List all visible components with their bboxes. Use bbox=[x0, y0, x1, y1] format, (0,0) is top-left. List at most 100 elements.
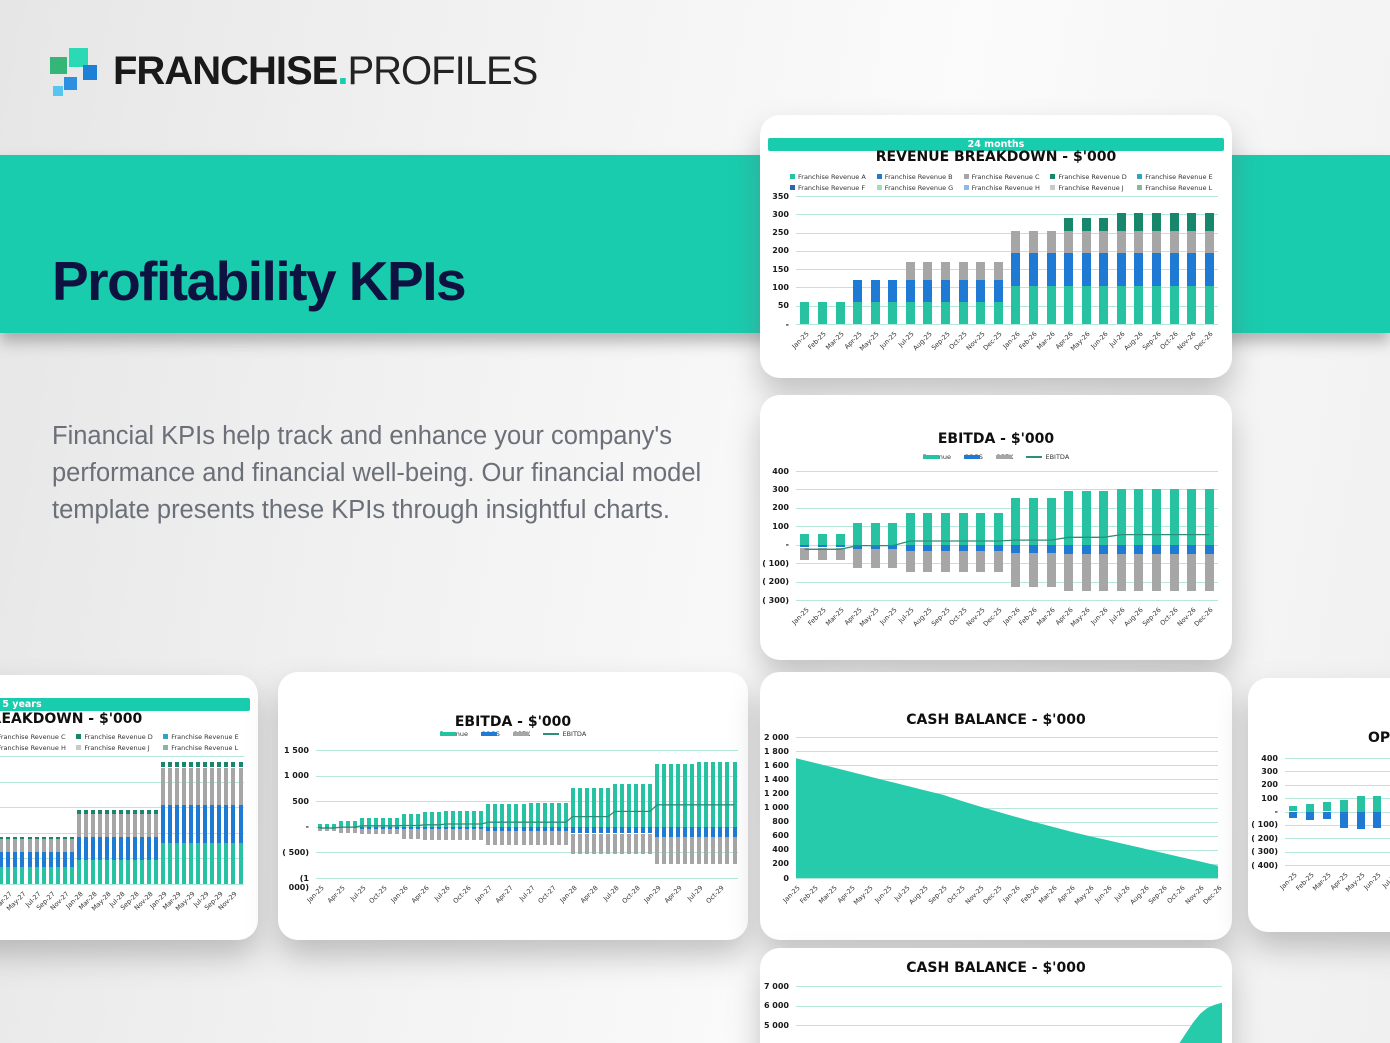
bar-segment bbox=[676, 837, 681, 865]
bar-segment bbox=[923, 261, 933, 281]
bar-segment bbox=[0, 852, 4, 868]
bar-segment bbox=[1356, 811, 1365, 829]
y-tick-label: ( 100) bbox=[762, 558, 789, 568]
bar-segment bbox=[331, 823, 336, 827]
bar-segment bbox=[1323, 802, 1331, 812]
gridline bbox=[796, 324, 1218, 325]
bar-segment bbox=[732, 826, 737, 837]
bar-segment bbox=[1306, 803, 1315, 812]
bar-segment bbox=[669, 763, 674, 827]
bar-segment bbox=[976, 513, 986, 545]
gridline bbox=[796, 305, 1218, 307]
bar-segment bbox=[366, 818, 371, 827]
bar-segment bbox=[140, 836, 144, 860]
bar-segment bbox=[1046, 544, 1056, 553]
bar-segment bbox=[1116, 544, 1126, 554]
bar-segment bbox=[345, 828, 350, 834]
bar-segment bbox=[697, 837, 702, 865]
y-tick-label: - bbox=[1274, 807, 1278, 816]
bar-segment bbox=[27, 839, 32, 852]
bar-segment bbox=[500, 830, 505, 845]
bar-segment bbox=[690, 826, 695, 837]
bar-segment bbox=[20, 852, 25, 868]
legend-item: OPEX bbox=[512, 730, 530, 738]
bar-segment bbox=[458, 826, 463, 830]
legend-swatch-icon bbox=[76, 734, 82, 739]
bar-segment bbox=[591, 833, 596, 854]
legend-item: Franchise Revenue G bbox=[876, 182, 964, 193]
bar-segment bbox=[465, 811, 470, 827]
line-series bbox=[319, 804, 735, 829]
bar-segment bbox=[704, 837, 709, 865]
bar-segment bbox=[104, 859, 109, 884]
bar-segment bbox=[1204, 230, 1214, 253]
legend-label: Franchise Revenue D bbox=[84, 732, 153, 741]
legend-label: EBITDA bbox=[562, 730, 587, 738]
bar-segment bbox=[993, 544, 1003, 552]
bar-segment bbox=[976, 280, 986, 302]
legend-item: Franchise Revenue H bbox=[0, 742, 76, 753]
bar-segment bbox=[34, 836, 39, 840]
legend-label: Franchise Revenue A bbox=[798, 172, 866, 181]
bar-segment bbox=[1187, 212, 1197, 231]
bar-segment bbox=[48, 839, 53, 852]
bar-segment bbox=[1152, 553, 1161, 591]
bar-segment bbox=[154, 813, 159, 837]
bar-segment bbox=[373, 828, 378, 835]
legend-item: EBITDA bbox=[543, 730, 586, 738]
bar-segment bbox=[521, 830, 526, 845]
bar-segment bbox=[1011, 252, 1021, 286]
legend-label: Franchise Revenue E bbox=[171, 732, 239, 741]
bar-segment bbox=[154, 859, 159, 884]
bar-segment bbox=[479, 829, 484, 840]
bar-segment bbox=[451, 829, 456, 840]
bar-segment bbox=[853, 522, 862, 545]
bar-segment bbox=[182, 762, 187, 768]
gridline bbox=[796, 1005, 1222, 1007]
bar-segment bbox=[853, 302, 862, 324]
bar-segment bbox=[182, 804, 187, 843]
legend-swatch-icon bbox=[76, 745, 82, 750]
bar-segment bbox=[430, 812, 435, 827]
bar-segment bbox=[1046, 252, 1056, 286]
bar-segment bbox=[324, 827, 329, 832]
legend-label: Franchise Revenue L bbox=[1145, 183, 1213, 192]
bar-segment bbox=[430, 826, 435, 830]
legend-item: Revenue bbox=[439, 730, 468, 738]
chart-plot: 400 300 200 100-( 100)( 200)( 300)( 400) Jan… bbox=[1248, 678, 1390, 932]
y-tick-label: 200 bbox=[772, 859, 789, 869]
bar-segment bbox=[175, 843, 180, 884]
bar-segment bbox=[147, 836, 152, 860]
bar-segment bbox=[1099, 285, 1109, 324]
bar-segment bbox=[612, 833, 617, 854]
bar-segment bbox=[493, 830, 498, 845]
bar-segment bbox=[683, 826, 688, 837]
bar-segment bbox=[993, 302, 1003, 324]
bar-segment bbox=[549, 830, 554, 845]
bar-segment bbox=[732, 761, 737, 827]
y-tick-label: 300 bbox=[772, 484, 789, 494]
chart-title: CASH BALANCE - $'000 bbox=[906, 960, 1086, 976]
gridline bbox=[1285, 865, 1390, 866]
bar-segment bbox=[1152, 544, 1161, 554]
bar-segment bbox=[479, 826, 484, 830]
bar-segment bbox=[27, 836, 32, 840]
logo-square-icon bbox=[64, 77, 77, 90]
y-tick-label: ( 300) bbox=[762, 595, 789, 605]
brand-name-primary: FRANCHISE bbox=[113, 49, 338, 93]
bar-segment bbox=[104, 813, 109, 837]
bar-segment bbox=[662, 826, 667, 837]
legend-label: Franchise Revenue C bbox=[971, 172, 1040, 181]
bar-segment bbox=[870, 549, 880, 568]
bar-segment bbox=[161, 767, 166, 805]
bar-segment bbox=[817, 533, 827, 545]
bar-segment bbox=[493, 804, 498, 827]
bar-segment bbox=[923, 302, 933, 324]
bar-segment bbox=[451, 811, 456, 827]
bar-segment bbox=[1187, 252, 1197, 286]
area-fill bbox=[796, 758, 1218, 878]
bar-segment bbox=[870, 302, 880, 324]
bar-segment bbox=[408, 829, 413, 839]
bar-segment bbox=[732, 837, 737, 865]
bar-segment bbox=[20, 867, 25, 884]
